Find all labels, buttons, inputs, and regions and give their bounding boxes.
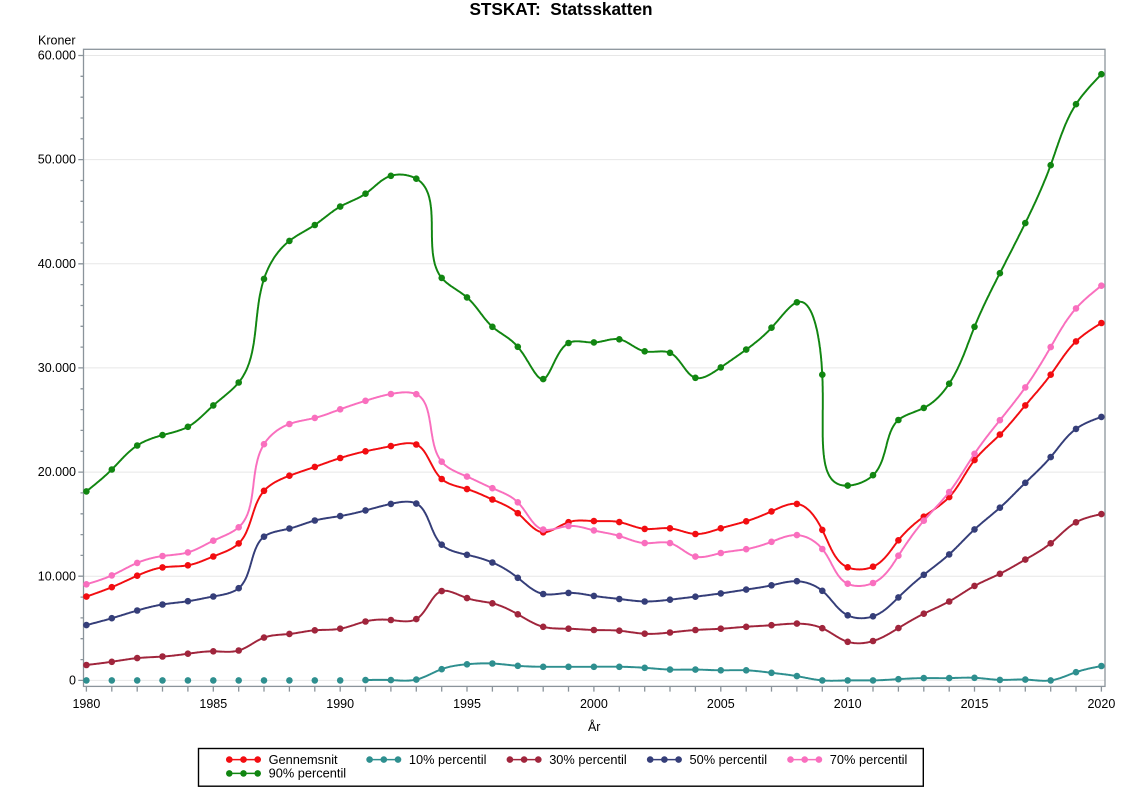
- svg-text:2020: 2020: [1087, 697, 1115, 711]
- svg-text:2005: 2005: [707, 697, 735, 711]
- svg-text:1995: 1995: [453, 697, 481, 711]
- svg-text:STSKAT: Statsskatten: STSKAT: Statsskatten: [469, 0, 652, 19]
- svg-text:2010: 2010: [834, 697, 862, 711]
- svg-text:10.000: 10.000: [38, 569, 76, 583]
- svg-text:70% percentil: 70% percentil: [830, 752, 908, 767]
- svg-text:Kroner: Kroner: [38, 34, 76, 48]
- svg-text:50% percentil: 50% percentil: [690, 752, 768, 767]
- svg-text:2015: 2015: [961, 697, 989, 711]
- svg-text:30.000: 30.000: [38, 361, 76, 375]
- svg-text:2000: 2000: [580, 697, 608, 711]
- svg-text:1980: 1980: [72, 697, 100, 711]
- svg-text:1985: 1985: [199, 697, 227, 711]
- svg-text:30% percentil: 30% percentil: [549, 752, 627, 767]
- svg-text:90% percentil: 90% percentil: [269, 766, 347, 781]
- svg-text:20.000: 20.000: [38, 465, 76, 479]
- svg-text:År: År: [588, 719, 601, 734]
- svg-text:10% percentil: 10% percentil: [409, 752, 487, 767]
- svg-text:60.000: 60.000: [38, 49, 76, 63]
- svg-text:1990: 1990: [326, 697, 354, 711]
- svg-text:Gennemsnit: Gennemsnit: [269, 752, 338, 767]
- svg-text:40.000: 40.000: [38, 257, 76, 271]
- svg-text:0: 0: [69, 674, 76, 688]
- svg-text:50.000: 50.000: [38, 153, 76, 167]
